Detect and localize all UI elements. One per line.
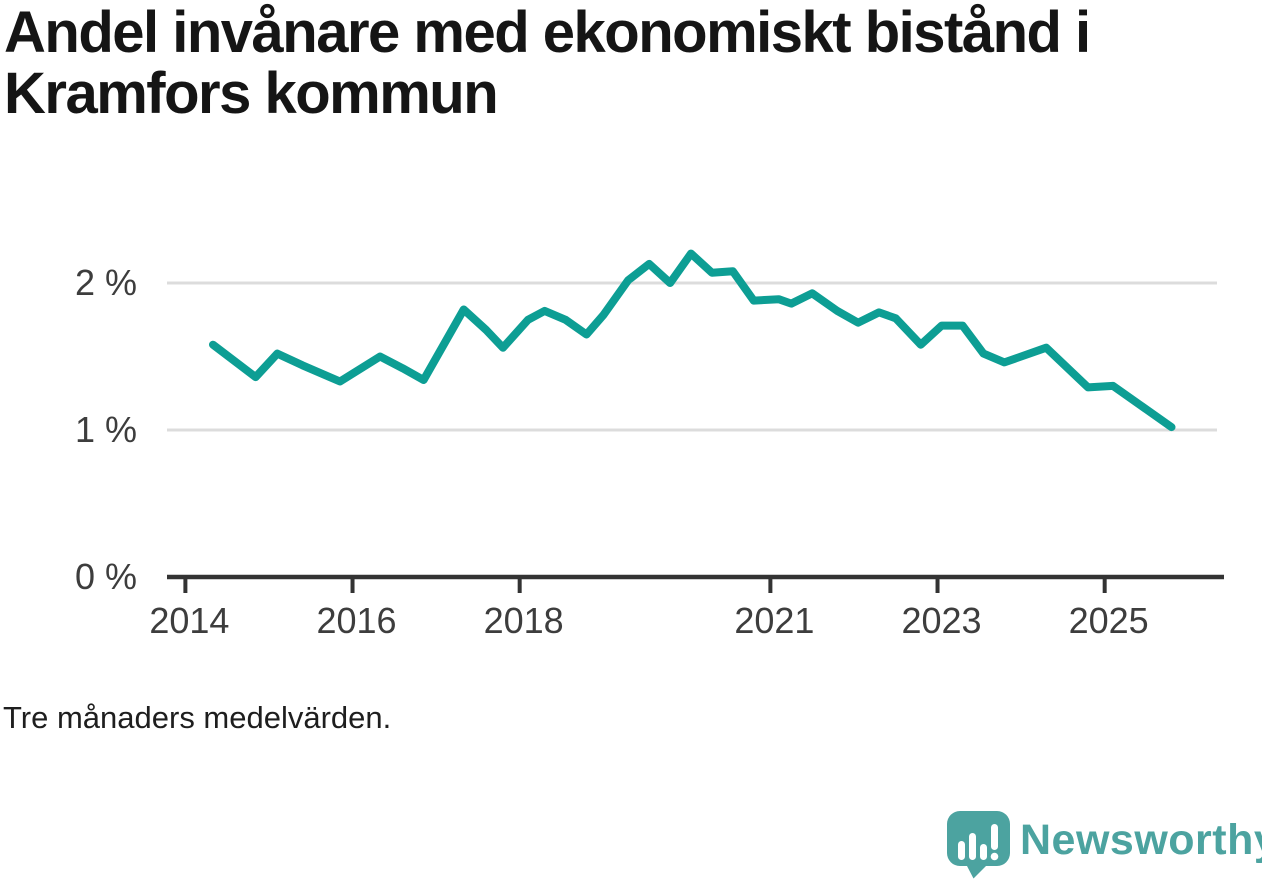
x-axis-label: 2023 (901, 600, 982, 641)
x-axis-label: 2014 (149, 600, 230, 641)
x-axis-label: 2016 (316, 600, 397, 641)
x-axis-label: 2021 (734, 600, 815, 641)
chart-footnote: Tre månaders medelvärden. (3, 700, 392, 735)
newsworthy-branding: Newsworthy (947, 811, 1262, 879)
y-axis-label: 1 % (74, 409, 137, 450)
chart-title: Andel invånare med ekonomiskt bistånd i … (4, 0, 1091, 126)
x-axis-label: 2025 (1068, 600, 1149, 641)
newsworthy-wordmark: Newsworthy (1020, 816, 1262, 864)
data-line (209, 249, 1176, 432)
x-axis-label: 2018 (483, 600, 564, 641)
newsworthy-logo-icon (947, 811, 1010, 879)
y-axis-label: 0 % (74, 556, 137, 597)
y-axis-label: 2 % (74, 262, 137, 303)
